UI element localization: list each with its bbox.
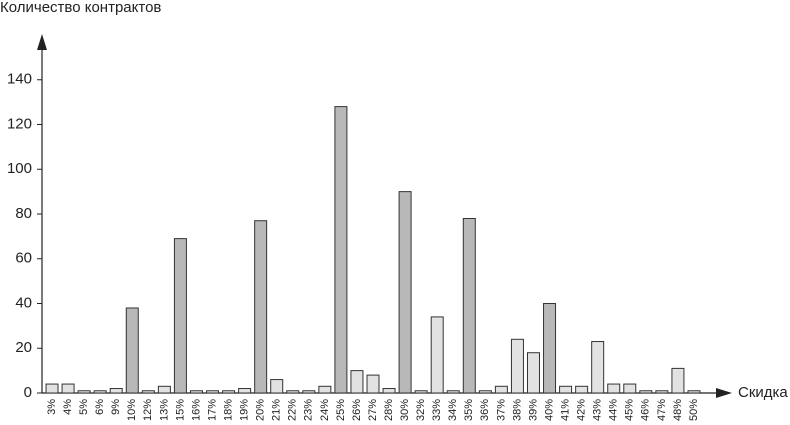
bar xyxy=(45,383,59,394)
bar xyxy=(687,390,701,394)
x-tick-label: 33% xyxy=(431,399,443,421)
bar xyxy=(109,388,123,394)
y-tick-label: 40 xyxy=(15,294,32,311)
x-tick-label: 36% xyxy=(479,399,491,421)
x-tick-label: 25% xyxy=(335,399,347,421)
bar xyxy=(543,303,557,394)
y-axis-arrow xyxy=(37,34,47,50)
bar xyxy=(318,385,332,394)
x-tick-label: 44% xyxy=(608,399,620,421)
bar xyxy=(478,390,492,394)
bar xyxy=(671,367,685,394)
bar xyxy=(173,238,187,394)
x-tick-label: 46% xyxy=(640,399,652,421)
bar xyxy=(302,390,316,394)
x-tick-label: 3% xyxy=(46,399,58,415)
x-tick-label: 20% xyxy=(255,399,267,421)
x-tick-label: 45% xyxy=(624,399,636,421)
x-tick-label: 30% xyxy=(399,399,411,421)
bar xyxy=(382,388,396,394)
bar xyxy=(157,385,171,394)
x-axis-label: Скидка xyxy=(738,384,788,401)
bar xyxy=(414,390,428,394)
x-tick-label: 9% xyxy=(110,399,122,415)
x-tick-label: 26% xyxy=(351,399,363,421)
x-tick-label: 5% xyxy=(78,399,90,415)
bar xyxy=(125,307,139,394)
x-tick-label: 32% xyxy=(415,399,427,421)
y-tick-label: 20 xyxy=(15,339,32,356)
bar xyxy=(77,390,91,394)
bar xyxy=(334,106,348,394)
bar xyxy=(655,390,669,394)
x-tick-label: 37% xyxy=(495,399,507,421)
bar xyxy=(526,352,540,394)
x-tick-label: 34% xyxy=(447,399,459,421)
x-tick-label: 42% xyxy=(576,399,588,421)
x-tick-label: 24% xyxy=(319,399,331,421)
y-tick-label: 0 xyxy=(24,384,32,401)
bar xyxy=(639,390,653,394)
x-tick-label: 47% xyxy=(656,399,668,421)
bar xyxy=(222,390,236,394)
x-tick-label: 28% xyxy=(383,399,395,421)
x-tick-label: 15% xyxy=(174,399,186,421)
x-axis-arrow xyxy=(716,388,732,398)
x-tick-label: 16% xyxy=(190,399,202,421)
x-tick-label: 12% xyxy=(142,399,154,421)
x-tick-label: 27% xyxy=(367,399,379,421)
x-tick-label: 6% xyxy=(94,399,106,415)
bar xyxy=(286,390,300,394)
bar xyxy=(559,385,573,394)
bar xyxy=(462,217,476,394)
x-tick-label: 10% xyxy=(126,399,138,421)
x-tick-label: 17% xyxy=(206,399,218,421)
x-tick-label: 39% xyxy=(527,399,539,421)
bar xyxy=(141,390,155,394)
bar xyxy=(575,385,589,394)
bar xyxy=(623,383,637,394)
bar xyxy=(93,390,107,394)
bar xyxy=(398,191,412,394)
x-tick-label: 13% xyxy=(158,399,170,421)
x-tick-label: 4% xyxy=(62,399,74,415)
bar xyxy=(350,370,364,394)
bar xyxy=(446,390,460,394)
x-tick-label: 18% xyxy=(222,399,234,421)
x-tick-label: 38% xyxy=(511,399,523,421)
bar xyxy=(591,341,605,394)
y-tick-label: 140 xyxy=(7,71,32,88)
x-tick-label: 50% xyxy=(688,399,700,421)
x-tick-label: 35% xyxy=(463,399,475,421)
bar xyxy=(61,383,75,394)
bar xyxy=(430,316,444,394)
x-tick-label: 19% xyxy=(239,399,251,421)
x-tick-label: 41% xyxy=(559,399,571,421)
bar xyxy=(270,379,284,394)
x-tick-label: 21% xyxy=(271,399,283,421)
x-tick-label: 23% xyxy=(303,399,315,421)
y-axis-label: Количество контрактов xyxy=(0,0,161,16)
y-tick-label: 60 xyxy=(15,250,32,267)
bar xyxy=(254,220,268,394)
bar xyxy=(494,385,508,394)
x-tick-label: 22% xyxy=(287,399,299,421)
bar xyxy=(238,388,252,394)
bar xyxy=(607,383,621,394)
y-tick-label: 100 xyxy=(7,160,32,177)
bar xyxy=(189,390,203,394)
y-tick-label: 120 xyxy=(7,115,32,132)
bar xyxy=(366,374,380,394)
bar xyxy=(206,390,220,394)
x-tick-label: 40% xyxy=(543,399,555,421)
x-tick-label: 48% xyxy=(672,399,684,421)
y-tick-label: 80 xyxy=(15,205,32,222)
x-tick-label: 43% xyxy=(592,399,604,421)
bar xyxy=(510,338,524,394)
